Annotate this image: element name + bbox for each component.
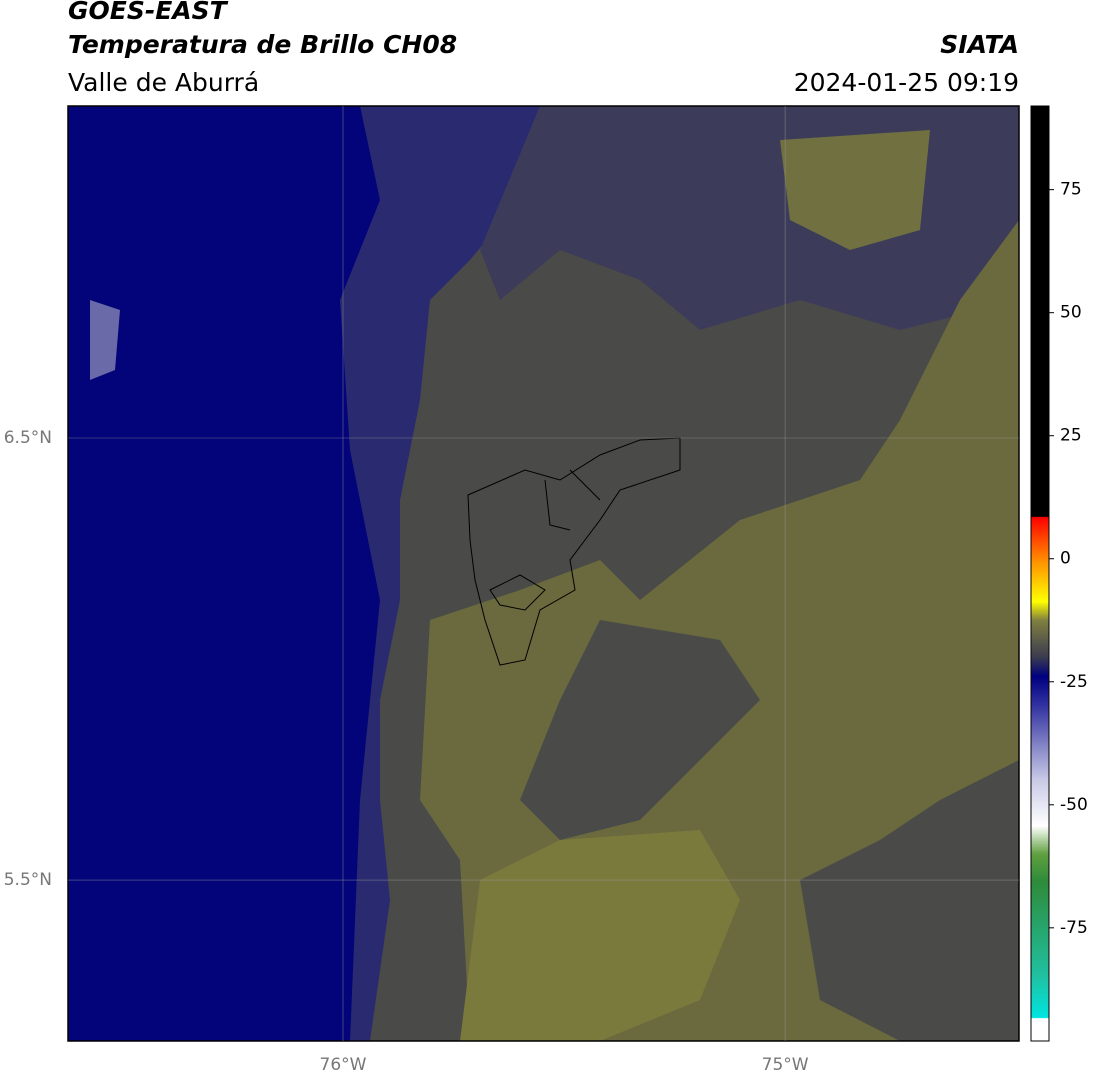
graticule: 76°W 75°W 6.5°N 5.5°N [4,106,1019,1075]
cold-core [68,106,380,1041]
source: SIATA [940,30,1019,59]
colorbar-tick-label: 50 [1060,303,1082,323]
title: GOES-EAST [68,0,229,25]
lat-label: 5.5°N [4,870,52,890]
lon-label: 75°W [762,1055,809,1075]
colorbar-tick-label: 25 [1060,426,1082,446]
lat-label: 6.5°N [4,428,52,448]
region: Valle de Aburrá [68,68,259,97]
colorbar-tick-label: -50 [1060,795,1088,815]
lon-label: 76°W [320,1055,367,1075]
colorbar-tick-label: -25 [1060,672,1088,692]
map-image [68,106,1019,1041]
colorbar-tick-label: 75 [1060,180,1082,200]
mid-patch [520,620,760,840]
municipal-borders [489,469,601,611]
colorbar [1030,105,1050,1042]
colorbar-ticks: 75 50 25 0 -25 -50 -75 [1049,180,1088,938]
map-frame [67,105,1020,1042]
colorbar-tick-label: 0 [1060,549,1071,569]
cold-patch [90,300,120,380]
colorbar-tick-label: -75 [1060,918,1088,938]
warm-patch [780,130,930,250]
subtitle: Temperatura de Brillo CH08 [68,30,457,59]
datetime: 2024-01-25 09:19 [794,68,1019,97]
warm-patch [460,830,740,1041]
header: GOES-EAST Temperatura de Brillo CH08 Val… [68,0,1019,97]
valley-outline [467,437,681,666]
mid-patch [800,760,1019,1041]
